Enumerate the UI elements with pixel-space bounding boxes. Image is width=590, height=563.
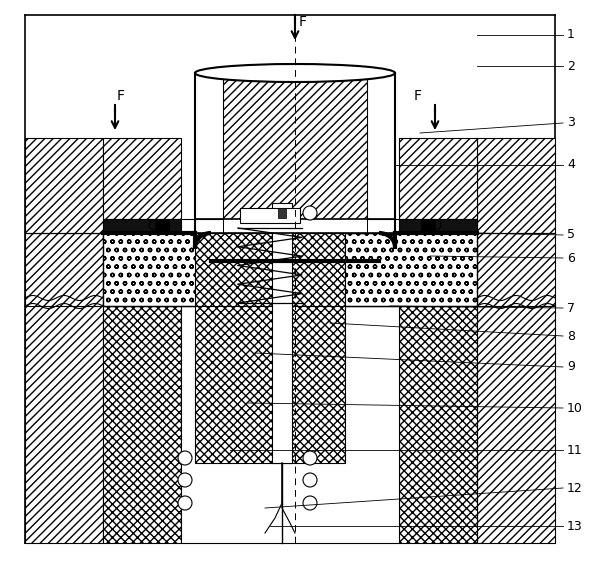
Bar xyxy=(477,233,555,543)
Text: 7: 7 xyxy=(567,302,575,315)
Text: 2: 2 xyxy=(567,60,575,73)
Bar xyxy=(103,306,181,543)
Text: 1: 1 xyxy=(567,29,575,42)
Circle shape xyxy=(303,473,317,487)
Bar xyxy=(103,138,181,219)
Text: F: F xyxy=(299,15,307,29)
Text: 12: 12 xyxy=(567,481,583,494)
Bar xyxy=(272,203,292,463)
Bar xyxy=(103,219,181,233)
Circle shape xyxy=(178,496,192,510)
Bar xyxy=(103,233,477,306)
Text: 3: 3 xyxy=(567,117,575,129)
Bar xyxy=(399,306,477,543)
Text: 8: 8 xyxy=(567,329,575,342)
Circle shape xyxy=(303,496,317,510)
Circle shape xyxy=(303,451,317,465)
Bar xyxy=(181,306,399,543)
Text: 10: 10 xyxy=(567,401,583,414)
Bar xyxy=(477,138,555,233)
Bar xyxy=(25,233,103,543)
Bar xyxy=(240,208,300,223)
Bar xyxy=(103,138,181,219)
Bar xyxy=(181,219,399,233)
Bar xyxy=(25,138,103,233)
Text: 5: 5 xyxy=(567,229,575,242)
Bar xyxy=(25,233,103,543)
Bar xyxy=(195,223,345,463)
Bar xyxy=(399,219,477,233)
Bar xyxy=(223,73,367,219)
Bar xyxy=(155,220,169,230)
Bar xyxy=(399,138,477,219)
Bar xyxy=(278,208,286,218)
Text: 11: 11 xyxy=(567,444,583,457)
Bar xyxy=(195,223,345,463)
Bar xyxy=(103,233,477,306)
Circle shape xyxy=(178,451,192,465)
Bar xyxy=(477,138,555,233)
Circle shape xyxy=(178,473,192,487)
Bar xyxy=(195,219,395,233)
Bar xyxy=(399,138,477,219)
Circle shape xyxy=(303,206,317,220)
Bar xyxy=(25,138,103,233)
Text: 4: 4 xyxy=(567,159,575,172)
Bar xyxy=(223,73,367,219)
Ellipse shape xyxy=(195,64,395,82)
Text: 6: 6 xyxy=(567,252,575,265)
Bar xyxy=(421,220,435,230)
Bar xyxy=(399,306,477,543)
Bar xyxy=(477,233,555,543)
Text: F: F xyxy=(117,89,125,103)
Bar xyxy=(103,306,181,543)
Text: F: F xyxy=(414,89,422,103)
Text: 13: 13 xyxy=(567,520,583,533)
Text: 9: 9 xyxy=(567,360,575,373)
